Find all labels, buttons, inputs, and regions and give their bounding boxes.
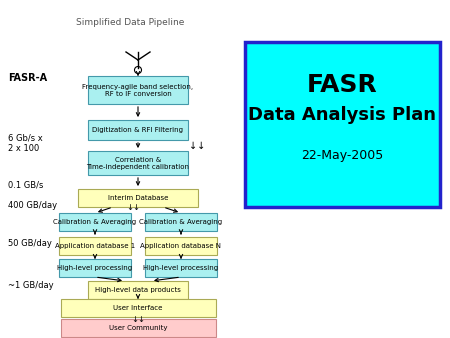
- Text: Application database N: Application database N: [140, 243, 221, 249]
- Text: Application database 1: Application database 1: [55, 243, 135, 249]
- Text: Interim Database: Interim Database: [108, 195, 168, 201]
- Text: High-level processing: High-level processing: [144, 265, 219, 271]
- Text: User Community: User Community: [109, 325, 167, 331]
- FancyBboxPatch shape: [88, 76, 188, 104]
- Text: 22-May-2005: 22-May-2005: [302, 148, 383, 162]
- Text: 0.1 GB/s: 0.1 GB/s: [8, 180, 43, 190]
- Text: ↓↓: ↓↓: [126, 203, 140, 213]
- Text: High-level processing: High-level processing: [58, 265, 133, 271]
- FancyBboxPatch shape: [145, 237, 217, 255]
- Text: Calibration & Averaging: Calibration & Averaging: [54, 219, 136, 225]
- FancyBboxPatch shape: [145, 259, 217, 277]
- FancyBboxPatch shape: [60, 319, 216, 337]
- FancyBboxPatch shape: [59, 213, 131, 231]
- Text: Simplified Data Pipeline: Simplified Data Pipeline: [76, 18, 184, 27]
- Text: ↓↓: ↓↓: [189, 141, 205, 151]
- Text: 50 GB/day: 50 GB/day: [8, 239, 52, 247]
- FancyBboxPatch shape: [59, 259, 131, 277]
- FancyBboxPatch shape: [59, 237, 131, 255]
- Text: FASR-A: FASR-A: [8, 73, 47, 83]
- FancyBboxPatch shape: [88, 151, 188, 175]
- Text: FASR: FASR: [307, 73, 378, 97]
- FancyBboxPatch shape: [245, 42, 440, 207]
- Text: Frequency-agile band selection,
RF to IF conversion: Frequency-agile band selection, RF to IF…: [82, 83, 194, 97]
- FancyBboxPatch shape: [145, 213, 217, 231]
- Text: Calibration & Averaging: Calibration & Averaging: [140, 219, 223, 225]
- Text: Digitization & RFI Filtering: Digitization & RFI Filtering: [93, 127, 184, 133]
- Text: User Interface: User Interface: [113, 305, 163, 311]
- FancyBboxPatch shape: [88, 281, 188, 299]
- Text: ↓↓: ↓↓: [131, 315, 145, 324]
- Text: 6 Gb/s x
2 x 100: 6 Gb/s x 2 x 100: [8, 133, 43, 153]
- Text: 400 GB/day: 400 GB/day: [8, 200, 57, 210]
- FancyBboxPatch shape: [60, 299, 216, 317]
- FancyBboxPatch shape: [78, 189, 198, 207]
- Text: ~1 GB/day: ~1 GB/day: [8, 281, 54, 290]
- Text: Data Analysis Plan: Data Analysis Plan: [248, 106, 436, 124]
- Text: High-level data products: High-level data products: [95, 287, 181, 293]
- FancyBboxPatch shape: [88, 120, 188, 140]
- Text: Correlation &
Time-independent calibration: Correlation & Time-independent calibrati…: [86, 156, 189, 169]
